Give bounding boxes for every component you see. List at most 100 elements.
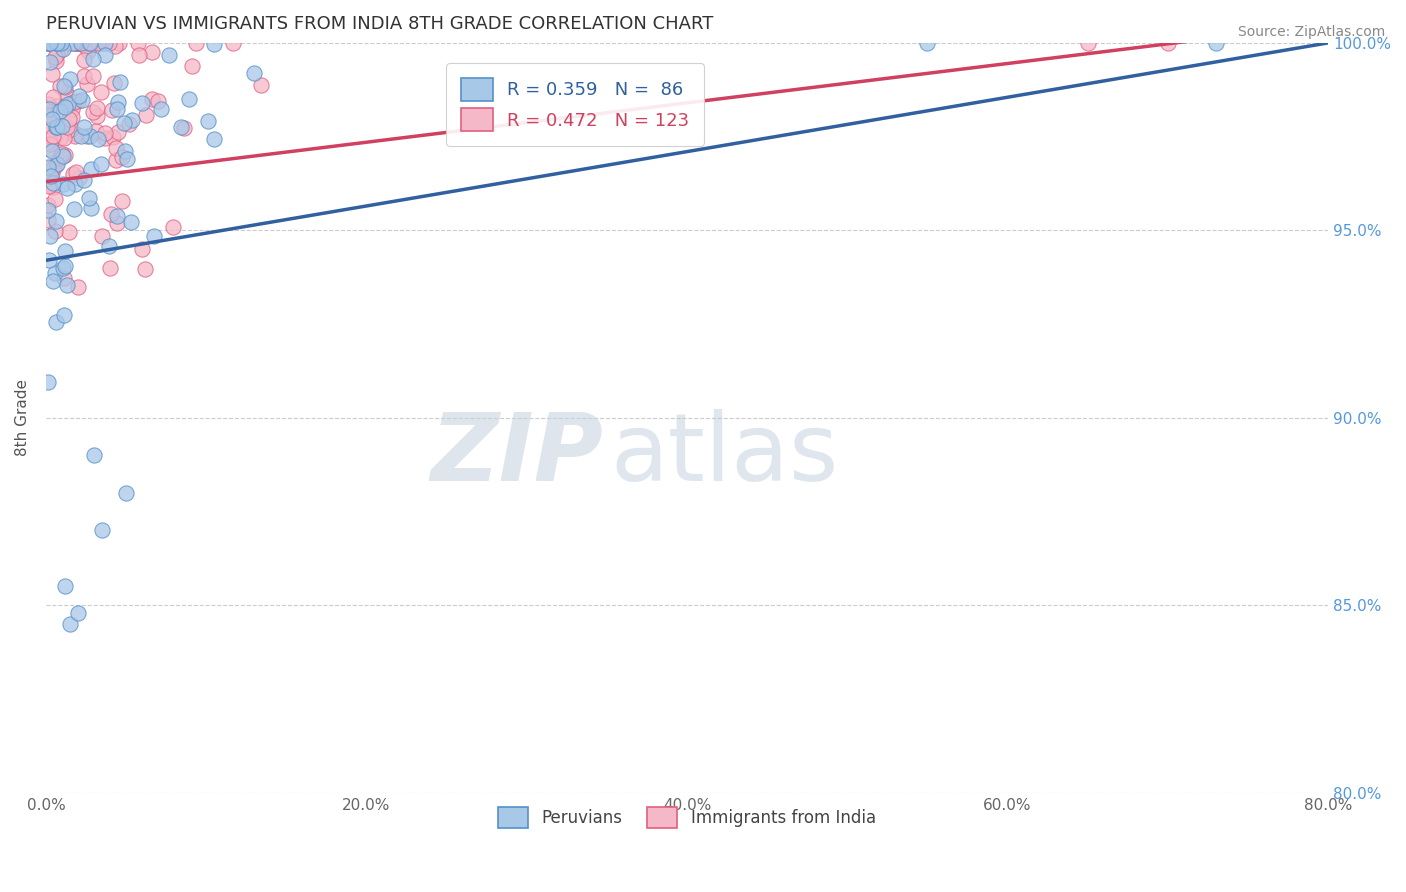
- Point: [51, 119, 73, 133]
- Point: [82, 105, 104, 120]
- Point: [143, 229, 166, 244]
- Point: [45, 214, 67, 228]
- Point: [52, 42, 75, 56]
- Point: [59, 72, 82, 87]
- Point: [38, 161, 60, 175]
- Point: [80, 201, 103, 215]
- Point: [44, 224, 66, 238]
- Point: [76, 36, 98, 50]
- Point: [37, 202, 59, 217]
- Point: [90, 86, 112, 100]
- Point: [51, 147, 73, 161]
- Point: [105, 216, 128, 230]
- Point: [128, 47, 150, 62]
- Point: [177, 92, 200, 106]
- Text: ZIP: ZIP: [430, 409, 603, 501]
- Point: [79, 128, 101, 143]
- Point: [67, 170, 90, 185]
- Point: [250, 78, 273, 92]
- Point: [112, 116, 135, 130]
- Point: [45, 315, 67, 329]
- Text: PERUVIAN VS IMMIGRANTS FROM INDIA 8TH GRADE CORRELATION CHART: PERUVIAN VS IMMIGRANTS FROM INDIA 8TH GR…: [46, 15, 713, 33]
- Point: [38, 142, 60, 156]
- Point: [90, 229, 112, 244]
- Point: [1205, 36, 1227, 50]
- Point: [37, 36, 59, 50]
- Point: [42, 274, 65, 288]
- Point: [38, 179, 60, 194]
- Point: [162, 220, 184, 235]
- Point: [52, 271, 75, 285]
- Point: [52, 148, 75, 162]
- Point: [222, 36, 245, 50]
- Point: [49, 42, 72, 56]
- Point: [52, 131, 75, 145]
- Point: [173, 121, 195, 136]
- Point: [51, 177, 73, 191]
- Point: [94, 36, 117, 50]
- Point: [73, 69, 96, 83]
- Point: [120, 214, 142, 228]
- Point: [97, 239, 120, 253]
- Y-axis label: 8th Grade: 8th Grade: [15, 379, 30, 457]
- Point: [104, 39, 127, 54]
- Point: [115, 152, 138, 166]
- Point: [66, 606, 89, 620]
- Point: [63, 202, 86, 217]
- Point: [56, 96, 79, 111]
- Point: [60, 95, 83, 110]
- Point: [65, 36, 87, 50]
- Point: [107, 36, 129, 50]
- Point: [103, 76, 125, 90]
- Point: [59, 617, 82, 632]
- Point: [44, 50, 66, 64]
- Point: [37, 198, 59, 212]
- Point: [197, 114, 219, 128]
- Point: [46, 36, 69, 50]
- Point: [44, 193, 66, 207]
- Point: [121, 113, 143, 128]
- Point: [56, 36, 79, 50]
- Point: [38, 108, 60, 122]
- Point: [170, 120, 193, 135]
- Point: [51, 36, 73, 50]
- Point: [101, 103, 124, 117]
- Point: [56, 120, 79, 135]
- Point: [62, 167, 84, 181]
- Point: [39, 36, 62, 50]
- Point: [37, 160, 59, 174]
- Point: [53, 79, 76, 94]
- Point: [69, 36, 91, 50]
- Point: [63, 36, 86, 50]
- Point: [157, 47, 180, 62]
- Point: [110, 150, 132, 164]
- Point: [84, 36, 107, 50]
- Point: [55, 86, 77, 100]
- Point: [107, 95, 129, 109]
- Point: [56, 36, 79, 50]
- Point: [45, 104, 67, 119]
- Point: [202, 132, 225, 146]
- Point: [66, 36, 89, 50]
- Point: [86, 124, 108, 138]
- Point: [146, 95, 169, 109]
- Point: [37, 36, 59, 50]
- Point: [141, 92, 163, 106]
- Point: [42, 131, 65, 145]
- Point: [49, 151, 72, 165]
- Legend: Peruvians, Immigrants from India: Peruvians, Immigrants from India: [489, 798, 884, 837]
- Point: [41, 67, 63, 81]
- Point: [60, 36, 83, 50]
- Point: [58, 112, 80, 126]
- Point: [66, 36, 89, 50]
- Point: [38, 102, 60, 116]
- Point: [86, 109, 108, 123]
- Point: [94, 130, 117, 145]
- Point: [41, 161, 63, 175]
- Point: [38, 36, 60, 50]
- Point: [118, 117, 141, 131]
- Point: [46, 120, 69, 134]
- Point: [186, 36, 208, 50]
- Point: [44, 128, 66, 142]
- Point: [72, 173, 94, 187]
